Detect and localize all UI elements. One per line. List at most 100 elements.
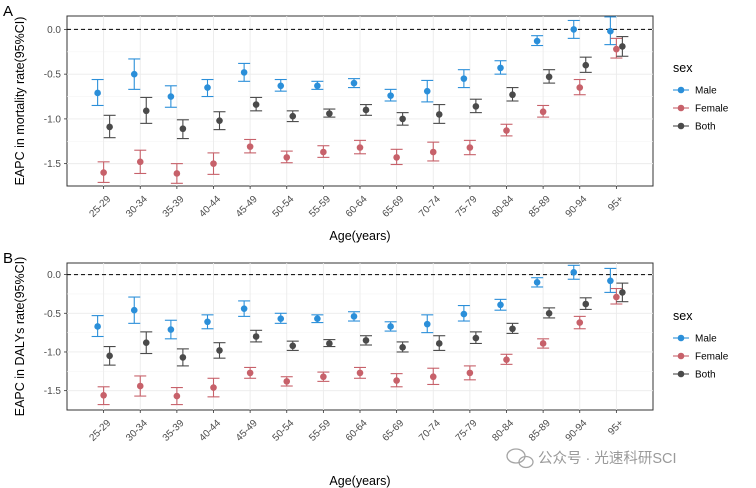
legend-label-male: Male [695, 334, 717, 345]
point-male [607, 277, 614, 285]
x-tick-label: 85-89 [527, 194, 553, 220]
point-male [387, 92, 394, 99]
y-tick-label: 0.0 [47, 25, 61, 36]
point-female [429, 148, 437, 156]
point-female [356, 144, 364, 151]
point-both [472, 103, 480, 110]
x-tick-label: 45-49 [234, 418, 260, 444]
y-tick-label: -1.0 [44, 347, 62, 358]
point-male [570, 26, 578, 33]
point-both [509, 91, 516, 99]
point-female [539, 340, 547, 347]
x-tick-label: 95+ [606, 194, 626, 214]
point-female [100, 392, 107, 399]
legend-label-female: Female [695, 352, 729, 363]
point-both [252, 101, 260, 108]
x-tick-label: 35-39 [161, 418, 187, 444]
point-female [320, 373, 327, 381]
y-tick-label: -1.5 [44, 159, 62, 170]
panel-a: 0.0 -0.5 -1.0 -1.5 25-29 30-34 35-39 40-44 45-49… [3, 3, 654, 243]
x-tick-label: 40-44 [197, 194, 223, 220]
point-both [142, 107, 150, 115]
point-both [106, 352, 113, 360]
point-male [204, 84, 211, 91]
point-male [350, 313, 358, 320]
point-male [607, 27, 614, 35]
x-tick-label: 75-79 [454, 194, 480, 220]
watermark: 公众号 · 光速科研SCI [506, 448, 677, 469]
x-axis-title: Age(years) [329, 229, 390, 243]
y-tick-label: -0.5 [44, 70, 62, 81]
legend-label-both: Both [695, 122, 716, 133]
legend-key-point-female [677, 104, 685, 112]
point-female [466, 369, 474, 377]
point-both [142, 339, 150, 346]
point-female [613, 293, 620, 301]
point-male [460, 75, 468, 82]
y-tick-label: 0.0 [47, 270, 61, 281]
point-both [326, 340, 333, 347]
point-male [460, 310, 468, 318]
y-tick-label: -1.5 [44, 386, 62, 397]
x-tick-label: 55-59 [307, 418, 333, 444]
panel-b: 0.0 -0.5 -1.0 -1.5 25-29 30-34 35-39 40-44 45-49… [3, 250, 654, 488]
point-both [252, 333, 260, 340]
point-female [613, 45, 620, 53]
point-female [283, 154, 291, 161]
point-both [362, 337, 370, 344]
x-tick-label: 25-29 [87, 418, 113, 444]
y-axis-title: EAPC in mortality rate(95%CI) [13, 17, 27, 186]
point-female [246, 143, 254, 150]
point-female [576, 319, 584, 326]
point-female [393, 154, 400, 161]
point-male [240, 305, 248, 312]
point-female [136, 382, 144, 390]
x-tick-label: 40-44 [197, 418, 223, 444]
point-both [619, 43, 626, 50]
point-both [472, 334, 480, 342]
point-male [130, 70, 138, 78]
point-female [466, 144, 474, 151]
point-both [326, 110, 333, 117]
point-both [106, 123, 113, 131]
x-tick-label: 45-49 [234, 194, 260, 220]
point-male [94, 89, 101, 97]
point-male [94, 323, 101, 330]
point-male [387, 323, 394, 330]
legend-title: sex [673, 61, 693, 75]
point-female [210, 384, 217, 391]
point-both [435, 340, 443, 347]
point-female [539, 108, 547, 116]
wechat-icon-bubble [518, 455, 534, 469]
point-male [167, 93, 175, 100]
x-tick-label: 35-39 [161, 194, 187, 220]
legend-key-point-female [677, 352, 685, 360]
x-axis-title: Age(years) [329, 474, 390, 488]
point-both [289, 112, 297, 120]
point-female [246, 369, 254, 377]
x-tick-label: 60-64 [344, 418, 370, 444]
point-female [393, 377, 400, 384]
point-both [179, 125, 187, 133]
point-male [277, 82, 285, 90]
legend-label-female: Female [695, 104, 729, 115]
x-tick-label: 30-34 [124, 194, 150, 220]
y-axis-title: EAPC in DALYs rate(95%CI) [13, 257, 27, 417]
legend-key-point-male [677, 86, 685, 94]
point-male [130, 306, 138, 314]
point-both [435, 111, 443, 118]
point-female [320, 148, 327, 156]
point-male [314, 315, 321, 323]
point-female [210, 160, 217, 167]
legend-label-both: Both [695, 370, 716, 381]
point-female [173, 392, 181, 400]
point-female [283, 378, 291, 385]
point-female [136, 158, 144, 166]
legend-key-point-both [677, 370, 685, 378]
watermark-text: 公众号 · 光速科研SCI [538, 450, 677, 467]
x-tick-label: 65-69 [380, 194, 406, 220]
legend-key-point-both [677, 122, 685, 130]
